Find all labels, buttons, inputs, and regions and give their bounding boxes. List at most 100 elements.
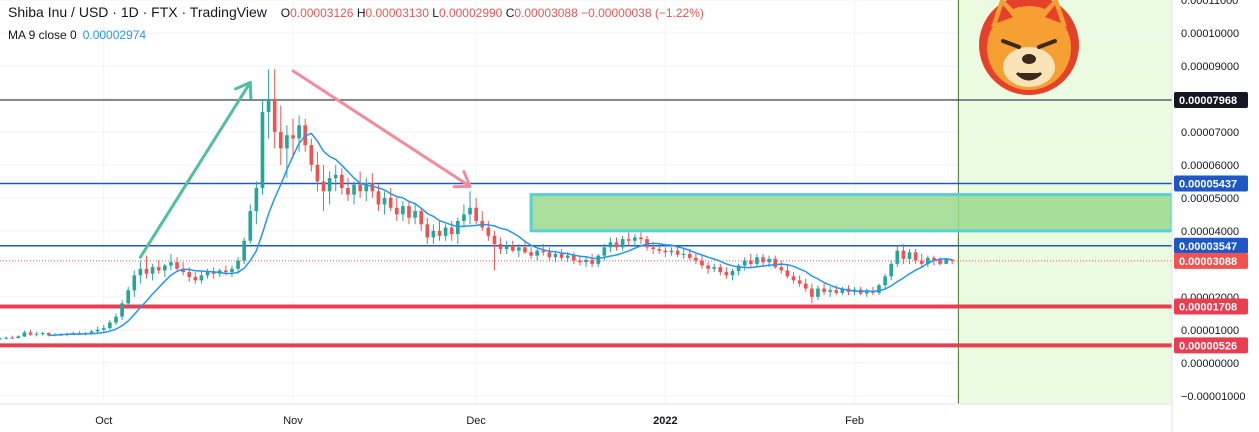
candle-body: [761, 257, 765, 263]
candle-body: [779, 267, 784, 271]
candle-body: [199, 275, 204, 281]
candle-body: [565, 255, 570, 258]
candle-body: [327, 178, 332, 192]
candle-body: [211, 272, 216, 274]
candle-body: [108, 322, 112, 329]
candle-body: [730, 271, 735, 276]
candle-body: [0, 338, 2, 340]
candle-body: [169, 262, 173, 266]
candle-body: [413, 211, 417, 218]
price-tick-label: 0.00005000: [1181, 193, 1239, 205]
low-label: L: [432, 6, 439, 20]
price-tick-label: −0.00001000: [1181, 391, 1246, 403]
candle-body: [425, 224, 430, 238]
candle-body: [28, 332, 33, 335]
candle-body: [639, 237, 643, 240]
logo-inner-ear-right: [1045, 5, 1061, 23]
candle-body: [797, 280, 802, 284]
candle-body: [278, 131, 283, 149]
candle-body: [950, 259, 955, 261]
candle-body: [486, 227, 491, 236]
candle-body: [907, 252, 912, 259]
candle-body: [474, 207, 478, 221]
candle-body: [401, 206, 405, 215]
candle-body: [114, 316, 118, 323]
candle-body: [162, 265, 167, 271]
trend-arrow-head: [234, 80, 253, 100]
logo-nose: [1022, 54, 1036, 64]
time-tick-label: 2022: [653, 415, 677, 427]
candle-body: [791, 276, 796, 281]
candle-body: [767, 258, 771, 263]
candle-body: [687, 253, 692, 258]
candle-body: [346, 187, 350, 195]
price-tick-label: 0.00001000: [1181, 325, 1239, 337]
candle-body: [541, 250, 546, 253]
price-axis: 0.000110000.000100000.000090000.00008000…: [1174, 0, 1248, 403]
price-tick-label: 0.00011000: [1181, 0, 1238, 7]
ohlc-readout: O0.00003126 H0.00003130 L0.00002990 C0.0…: [281, 6, 704, 20]
candle-body: [205, 272, 210, 276]
low-value: 0.00002990: [438, 6, 503, 20]
candle-body: [736, 265, 741, 272]
time-axis: Oct Nov Dec 2022 Feb: [95, 415, 864, 427]
candle-body: [755, 257, 759, 264]
candle-body: [895, 250, 900, 264]
candle-body: [364, 183, 369, 192]
symbol-title[interactable]: Shiba Inu / USD · 1D · FTX · TradingView: [8, 4, 267, 20]
candle-body: [498, 244, 503, 249]
ma-indicator-legend[interactable]: MA 9 close 0 0.00002974: [8, 28, 146, 42]
price-level-tag-label: 0.00005437: [1179, 178, 1237, 190]
candle-body: [645, 239, 649, 248]
change-value: −0.00000038 (−1.22%): [581, 6, 704, 20]
candle-body: [810, 288, 814, 297]
candle-body: [785, 270, 790, 277]
price-level-tag: 0.00005437: [1174, 175, 1248, 192]
close-value: 0.00003088: [514, 6, 578, 20]
candle-body: [828, 290, 832, 292]
candle-body: [620, 239, 625, 248]
candle-body: [773, 258, 778, 268]
candle-body: [663, 250, 668, 253]
price-level-tag-label: 0.00007968: [1179, 95, 1237, 107]
candle-body: [388, 197, 393, 208]
candle-body: [590, 259, 594, 264]
candle-body: [864, 290, 869, 294]
high-label: H: [356, 6, 366, 20]
trend-arrow-shaft: [291, 69, 472, 188]
candle-body: [4, 337, 8, 339]
candle-body: [407, 206, 411, 218]
candle-body: [285, 135, 289, 149]
trend-arrow: [291, 69, 472, 189]
candle-body: [559, 253, 564, 258]
candle-body: [443, 227, 448, 236]
time-tick-label: Nov: [283, 415, 303, 427]
price-level-tag-label: 0.00000526: [1179, 340, 1237, 352]
candle-body: [297, 125, 301, 139]
price-tick-label: 0.00004000: [1181, 226, 1239, 238]
candle-body: [883, 276, 887, 286]
candle-body: [340, 174, 344, 188]
candle-body: [913, 252, 918, 261]
candle-body: [523, 247, 527, 253]
candle-body: [596, 255, 601, 264]
candle-body: [224, 270, 228, 273]
candle-body: [34, 333, 39, 335]
candle-body: [10, 337, 15, 339]
candle-body: [449, 227, 454, 235]
candle-body: [101, 328, 106, 330]
candle-body: [553, 253, 558, 258]
candle-body: [47, 333, 51, 336]
resistance-zone-box: [529, 193, 1172, 233]
candle-body: [547, 252, 552, 258]
candle-body: [932, 257, 936, 260]
trend-arrow: [138, 80, 253, 259]
high-value: 0.00003130: [365, 6, 429, 20]
candle-body: [352, 184, 356, 195]
candle-body: [700, 260, 704, 266]
price-level-tag: 0.00003088: [1174, 252, 1248, 269]
candle-body: [175, 262, 179, 269]
candle-body: [822, 288, 826, 292]
